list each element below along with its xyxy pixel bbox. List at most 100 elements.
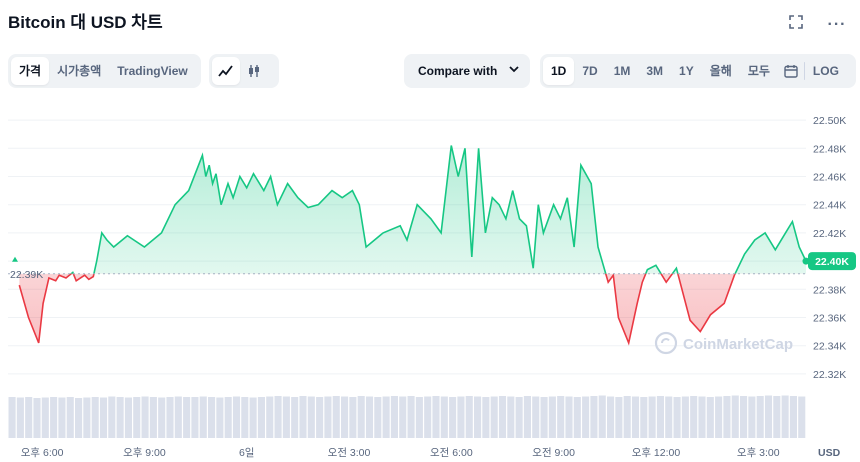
log-scale-toggle[interactable]: LOG: [812, 64, 839, 78]
volume-bar: [715, 396, 723, 438]
candlestick-button[interactable]: [240, 57, 268, 85]
x-tick-label: 오전 6:00: [430, 447, 473, 459]
volume-bar: [174, 396, 182, 438]
volume-bar: [532, 396, 540, 438]
volume-bar: [789, 396, 797, 438]
tab-price[interactable]: 가격: [11, 57, 50, 85]
volume-bar: [440, 396, 448, 438]
time-range-tabs: 1D 7D 1M 3M 1Y 올해 모두 LOG: [540, 54, 856, 88]
volume-bar: [740, 396, 748, 438]
volume-bar: [482, 397, 490, 438]
y-tick-label: 22.48K: [813, 143, 846, 155]
volume-bar: [33, 398, 41, 438]
volume-bar: [457, 396, 465, 438]
baseline-marker-icon: [12, 256, 18, 262]
volume-bar: [116, 397, 124, 438]
volume-bar: [424, 396, 432, 438]
x-tick-label: 오후 3:00: [737, 447, 780, 459]
volume-bar: [307, 396, 315, 438]
volume-bar: [665, 396, 673, 438]
x-tick-label: 오전 9:00: [532, 447, 575, 459]
volume-bar: [540, 397, 548, 438]
volume-bar: [257, 397, 265, 438]
volume-bar: [58, 397, 66, 438]
volume-bar: [615, 397, 623, 438]
volume-bar: [415, 397, 423, 438]
range-1m[interactable]: 1M: [613, 64, 631, 78]
volume-bar: [648, 396, 656, 438]
compare-with-label: Compare with: [418, 64, 498, 78]
area-fill-down: [19, 273, 736, 343]
volume-bar: [698, 396, 706, 438]
calendar-button[interactable]: [778, 57, 804, 85]
volume-bar: [99, 397, 108, 438]
volume-bar: [449, 397, 457, 438]
range-7d[interactable]: 7D: [582, 64, 598, 78]
volume-bar: [25, 397, 33, 438]
y-tick-label: 22.40K: [813, 256, 846, 268]
volume-bar: [274, 396, 282, 438]
volume-bar: [75, 398, 83, 438]
range-3m[interactable]: 3M: [646, 64, 664, 78]
volume-bar: [224, 397, 232, 438]
chart-title: Bitcoin 대 USD 차트: [8, 13, 163, 32]
volume-bar: [573, 397, 581, 438]
volume-bar: [357, 396, 365, 438]
volume-bar: [731, 395, 739, 438]
volume-bar: [133, 397, 141, 438]
volume-bar: [266, 396, 274, 438]
x-tick-label: 6일: [239, 446, 255, 459]
calendar-icon: [784, 65, 798, 78]
area-fill-up: [19, 145, 806, 274]
volume-bar: [241, 397, 249, 438]
volume-bar: [673, 397, 681, 438]
volume-bar: [690, 396, 698, 438]
y-tick-label: 22.46K: [813, 172, 846, 184]
volume-bar: [582, 396, 590, 438]
tab-tradingview[interactable]: TradingView: [117, 64, 188, 78]
fullscreen-icon[interactable]: [785, 14, 807, 36]
range-1y[interactable]: 1Y: [679, 64, 694, 78]
compare-with-dropdown[interactable]: Compare with: [404, 54, 530, 88]
volume-bar: [474, 396, 482, 438]
volume-bar: [590, 396, 598, 438]
volume-bar: [16, 397, 24, 438]
volume-bar: [399, 396, 407, 438]
chart-type-tabs: 가격 시가총액 TradingView: [8, 54, 201, 88]
tab-market-cap[interactable]: 시가총액: [57, 64, 102, 78]
volume-bar: [324, 396, 332, 438]
volume-bar: [515, 397, 523, 438]
volume-bar: [8, 397, 16, 438]
x-tick-label: 오후 6:00: [21, 447, 64, 459]
volume-bar: [432, 396, 440, 438]
x-tick-label: 오전 3:00: [328, 447, 371, 459]
more-options-icon[interactable]: ···: [827, 16, 847, 33]
line-chart-button[interactable]: [212, 57, 240, 85]
volume-bar: [723, 396, 731, 438]
volume-bar: [756, 396, 764, 438]
baseline-label: 22.39K: [10, 269, 43, 281]
y-tick-label: 22.42K: [813, 228, 846, 240]
price-line-up: [69, 145, 807, 274]
volume-bar: [282, 396, 290, 438]
volume-bar: [291, 397, 299, 438]
range-1d[interactable]: 1D: [543, 57, 575, 85]
range-all[interactable]: 모두: [747, 64, 770, 78]
y-tick-label: 22.50K: [813, 115, 846, 127]
volume-bar: [557, 396, 565, 438]
volume-bar: [507, 396, 515, 438]
volume-bar: [407, 396, 415, 438]
volume-bar: [141, 396, 149, 438]
volume-bar: [565, 396, 573, 438]
volume-bar: [216, 397, 224, 438]
volume-bar: [41, 397, 49, 438]
volume-bar: [91, 397, 99, 438]
volume-bar: [199, 396, 207, 438]
range-ytd[interactable]: 올해: [709, 64, 732, 78]
volume-bar: [490, 396, 498, 438]
volume-bar: [349, 397, 357, 438]
volume-bar: [183, 397, 191, 438]
volume-bar: [208, 397, 216, 438]
divider: [803, 62, 805, 80]
volume-bar: [158, 397, 166, 438]
